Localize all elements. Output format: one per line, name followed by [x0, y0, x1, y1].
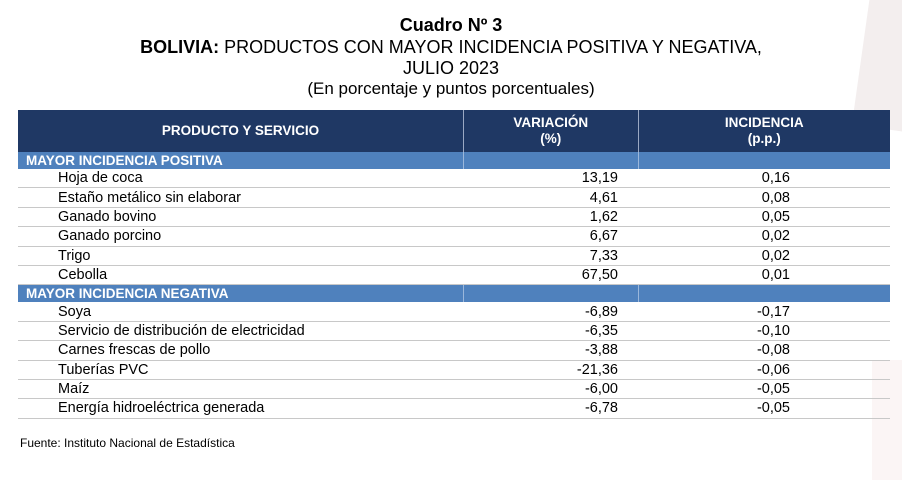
variation-cell: 7,33 — [589, 247, 618, 264]
incidence-cell: -0,17 — [756, 303, 790, 320]
header-product: PRODUCTO Y SERVICIO — [161, 123, 320, 138]
variation-cell: 4,61 — [589, 189, 618, 206]
product-cell: Ganado bovino — [58, 208, 157, 225]
header-variation: VARIACIÓN (%) — [462, 110, 638, 152]
product-cell: Hoja de coca — [58, 170, 143, 187]
variation-cell: -6,89 — [584, 303, 618, 320]
variation-cell: -6,00 — [584, 381, 618, 398]
incidence-cell: -0,05 — [756, 400, 790, 417]
incidence-cell: 0,02 — [761, 247, 790, 264]
section-negative: MAYOR INCIDENCIA NEGATIVA — [18, 285, 890, 303]
table-row: Carnes frescas de pollo -3,88 -0,08 — [18, 341, 890, 361]
variation-cell: 1,62 — [589, 208, 618, 225]
incidence-table: PRODUCTO Y SERVICIO VARIACIÓN (%) INCIDEN… — [18, 110, 890, 419]
variation-cell: 13,19 — [581, 170, 618, 187]
table-number: Cuadro Nº 3 — [399, 15, 503, 35]
header-incidence-label: INCIDENCIA — [724, 115, 804, 130]
product-cell: Tuberías PVC — [58, 361, 149, 378]
header-variation-label: VARIACIÓN — [513, 115, 589, 130]
product-cell: Servicio de distribución de electricidad — [58, 322, 305, 339]
country-label: BOLIVIA: — [140, 37, 220, 57]
incidence-cell: 0,05 — [761, 208, 790, 225]
decorative-shape — [872, 360, 902, 480]
variation-cell: -3,88 — [584, 342, 618, 359]
table-title: BOLIVIA: PRODUCTOS CON MAYOR INCIDENCIA … — [0, 36, 902, 58]
table-row: Soya -6,89 -0,17 — [18, 302, 890, 322]
title-block: Cuadro Nº 3 BOLIVIA: PRODUCTOS CON MAYOR… — [0, 14, 902, 99]
table-row: Cebolla 67,50 0,01 — [18, 266, 890, 286]
table-header: PRODUCTO Y SERVICIO VARIACIÓN (%) INCIDEN… — [18, 110, 890, 152]
incidence-cell: 0,01 — [761, 267, 790, 284]
table-row: Hoja de coca 13,19 0,16 — [18, 169, 890, 189]
title-rest: PRODUCTOS CON MAYOR INCIDENCIA POSITIVA … — [219, 37, 762, 57]
incidence-cell: -0,05 — [756, 381, 790, 398]
table-row: Maíz -6,00 -0,05 — [18, 380, 890, 400]
product-cell: Trigo — [58, 247, 91, 264]
table-units: (En porcentaje y puntos porcentuales) — [307, 79, 595, 98]
table-row: Ganado porcino 6,67 0,02 — [18, 227, 890, 247]
product-cell: Estaño metálico sin elaborar — [58, 189, 241, 206]
table-row: Tuberías PVC -21,36 -0,06 — [18, 361, 890, 380]
variation-cell: -21,36 — [576, 361, 618, 378]
table-row: Energía hidroeléctrica generada -6,78 -0,0… — [18, 399, 890, 419]
section-negative-label: MAYOR INCIDENCIA NEGATIVA — [26, 286, 229, 302]
incidence-cell: 0,02 — [761, 228, 790, 245]
product-cell: Energía hidroeléctrica generada — [58, 400, 265, 417]
header-variation-unit: (%) — [540, 131, 562, 146]
variation-cell: -6,78 — [584, 400, 618, 417]
section-positive-label: MAYOR INCIDENCIA POSITIVA — [26, 153, 223, 168]
table-row: Estaño metálico sin elaborar 4,61 0,08 — [18, 188, 890, 208]
table-period: JULIO 2023 — [402, 58, 500, 78]
header-incidence-unit: (p.p.) — [747, 131, 781, 146]
source-note: Fuente: Instituto Nacional de Estadístic… — [20, 436, 235, 450]
header-incidence: INCIDENCIA (p.p.) — [637, 110, 890, 152]
product-cell: Ganado porcino — [58, 228, 162, 245]
product-cell: Maíz — [58, 381, 90, 398]
product-cell: Cebolla — [58, 267, 108, 284]
product-cell: Soya — [58, 303, 92, 320]
variation-cell: -6,35 — [584, 322, 618, 339]
product-cell: Carnes frescas de pollo — [58, 342, 211, 359]
incidence-cell: -0,10 — [756, 322, 790, 339]
incidence-cell: 0,16 — [761, 170, 790, 187]
variation-cell: 6,67 — [589, 228, 618, 245]
incidence-cell: 0,08 — [761, 189, 790, 206]
incidence-cell: -0,08 — [756, 342, 790, 359]
table-row: Trigo 7,33 0,02 — [18, 247, 890, 266]
table-row: Servicio de distribución de electricidad… — [18, 322, 890, 342]
variation-cell: 67,50 — [581, 267, 618, 284]
section-positive: MAYOR INCIDENCIA POSITIVA — [18, 152, 890, 169]
table-row: Ganado bovino 1,62 0,05 — [18, 208, 890, 228]
incidence-cell: -0,06 — [756, 361, 790, 378]
